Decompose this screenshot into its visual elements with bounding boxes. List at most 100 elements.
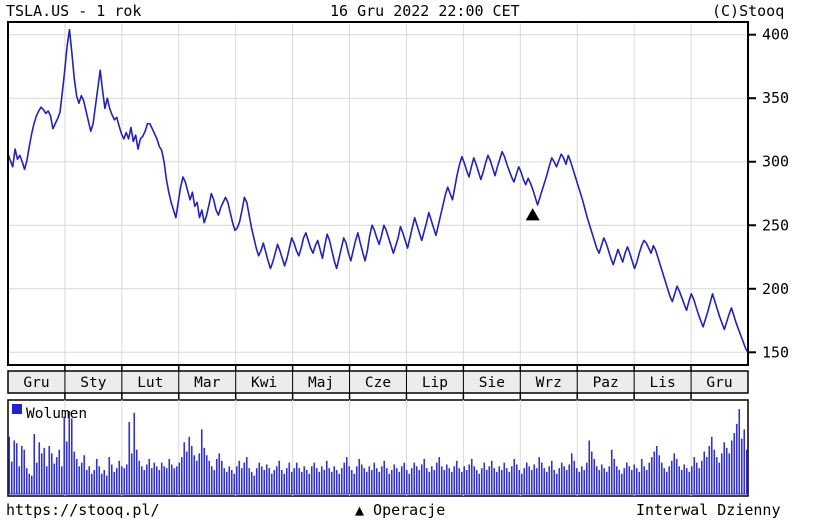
volume-bar <box>268 468 271 494</box>
volume-bar <box>408 473 411 494</box>
volume-bar <box>595 466 598 494</box>
price-plot: 400 350 300 250 200 150 <box>7 21 789 366</box>
volume-bar <box>33 434 36 494</box>
footer-interval-label: Interwal Dzienny <box>636 501 781 519</box>
volume-bar <box>85 470 88 494</box>
volume-bar <box>463 466 466 494</box>
volume-bar <box>673 453 676 494</box>
volume-bar <box>363 468 366 494</box>
volume-bar <box>348 466 351 494</box>
volume-bar <box>8 436 11 494</box>
volume-bar <box>623 468 626 494</box>
volume-bar <box>263 470 266 494</box>
volume-bar <box>423 458 426 494</box>
volume-bar <box>453 466 456 494</box>
volume-bar <box>118 460 121 494</box>
volume-bar <box>193 455 196 494</box>
volume-bar <box>75 458 78 494</box>
volume-bar <box>693 457 696 494</box>
month-axis-strip: Gru Sty Lut Mar Kwi Maj Cze Lip Sie Wrz Paz Lis Gru <box>7 365 749 399</box>
volume-bar <box>90 473 93 494</box>
volume-bar <box>553 470 556 494</box>
y-axis-tick-label: 350 <box>762 89 789 107</box>
volume-bar <box>645 470 648 494</box>
volume-bar <box>325 460 328 494</box>
volume-bar <box>413 462 416 494</box>
volume-bar <box>210 466 213 494</box>
volume-bar <box>25 468 28 494</box>
volume-bar <box>628 466 631 494</box>
volume-bar <box>55 457 58 494</box>
volume-bar <box>398 471 401 494</box>
volume-bar <box>230 470 233 494</box>
volume-bar <box>178 462 181 494</box>
month-axis-labels: Gru Sty Lut Mar Kwi Maj Cze Lip Sie Wrz Paz Lis Gru <box>23 375 732 391</box>
price-vertical-gridlines <box>64 22 692 365</box>
volume-bar <box>120 466 123 494</box>
volume-bar <box>290 471 293 494</box>
volume-bar <box>570 453 573 494</box>
volume-bar <box>600 464 603 494</box>
volume-bar <box>545 471 548 494</box>
footer-site-label[interactable]: https://stooq.pl/ <box>6 501 160 519</box>
volume-bar <box>45 466 48 494</box>
volume-bar <box>308 473 311 494</box>
volume-bar <box>635 468 638 494</box>
volume-bar <box>130 453 133 494</box>
volume-bar <box>60 466 63 494</box>
volume-bar <box>248 468 251 494</box>
volume-bar <box>663 468 666 494</box>
y-axis-tick-label: 300 <box>762 153 789 171</box>
volume-bar <box>18 466 21 494</box>
volume-plot: Wolumen <box>7 399 749 497</box>
volume-bar <box>220 460 223 494</box>
volume-bar <box>320 466 323 494</box>
volume-bar <box>50 453 53 494</box>
y-axis-tick-label: 400 <box>762 26 789 44</box>
month-axis-label: Lip <box>422 375 448 391</box>
volume-bar <box>113 471 116 494</box>
volume-bar <box>558 468 561 494</box>
footer-operations-label: ▲ Operacje <box>355 501 445 519</box>
volume-bar <box>233 473 236 494</box>
volume-bar <box>208 460 211 494</box>
volume-bar <box>690 466 693 494</box>
volume-bar <box>460 471 463 494</box>
volume-bar <box>313 462 316 494</box>
volume-bar <box>328 468 331 494</box>
price-line-series <box>7 28 749 354</box>
volume-bar <box>565 470 568 494</box>
volume-bar <box>83 455 86 494</box>
volume-bar <box>403 462 406 494</box>
volume-bar <box>250 471 253 494</box>
volume-bar <box>533 464 536 494</box>
volume-bar <box>385 468 388 494</box>
volume-bar <box>138 460 141 494</box>
volume-bar <box>310 466 313 494</box>
volume-bar <box>260 466 263 494</box>
price-gridlines <box>8 34 748 353</box>
volume-bar <box>303 466 306 494</box>
volume-bar <box>680 470 683 494</box>
month-axis-label: Lut <box>137 375 163 391</box>
volume-bar <box>265 464 268 494</box>
volume-bar <box>723 442 726 494</box>
volume-bar <box>415 466 418 494</box>
month-axis-label: Lis <box>650 375 676 391</box>
volume-bar <box>735 423 738 494</box>
header-datetime-label: 16 Gru 2022 22:00 CET <box>330 2 520 20</box>
volume-bar <box>563 466 566 494</box>
volume-bar <box>598 470 601 494</box>
month-axis-label: Paz <box>593 375 619 391</box>
volume-bar <box>93 470 96 494</box>
volume-bar <box>143 470 146 494</box>
volume-bar <box>678 466 681 494</box>
volume-bar <box>333 466 336 494</box>
volume-bar <box>358 458 361 494</box>
volume-bar <box>125 464 128 494</box>
header-copyright-label: (C)Stooq <box>712 2 784 20</box>
volume-bar <box>523 468 526 494</box>
operations-markers <box>525 208 540 221</box>
volume-bar <box>203 447 206 494</box>
